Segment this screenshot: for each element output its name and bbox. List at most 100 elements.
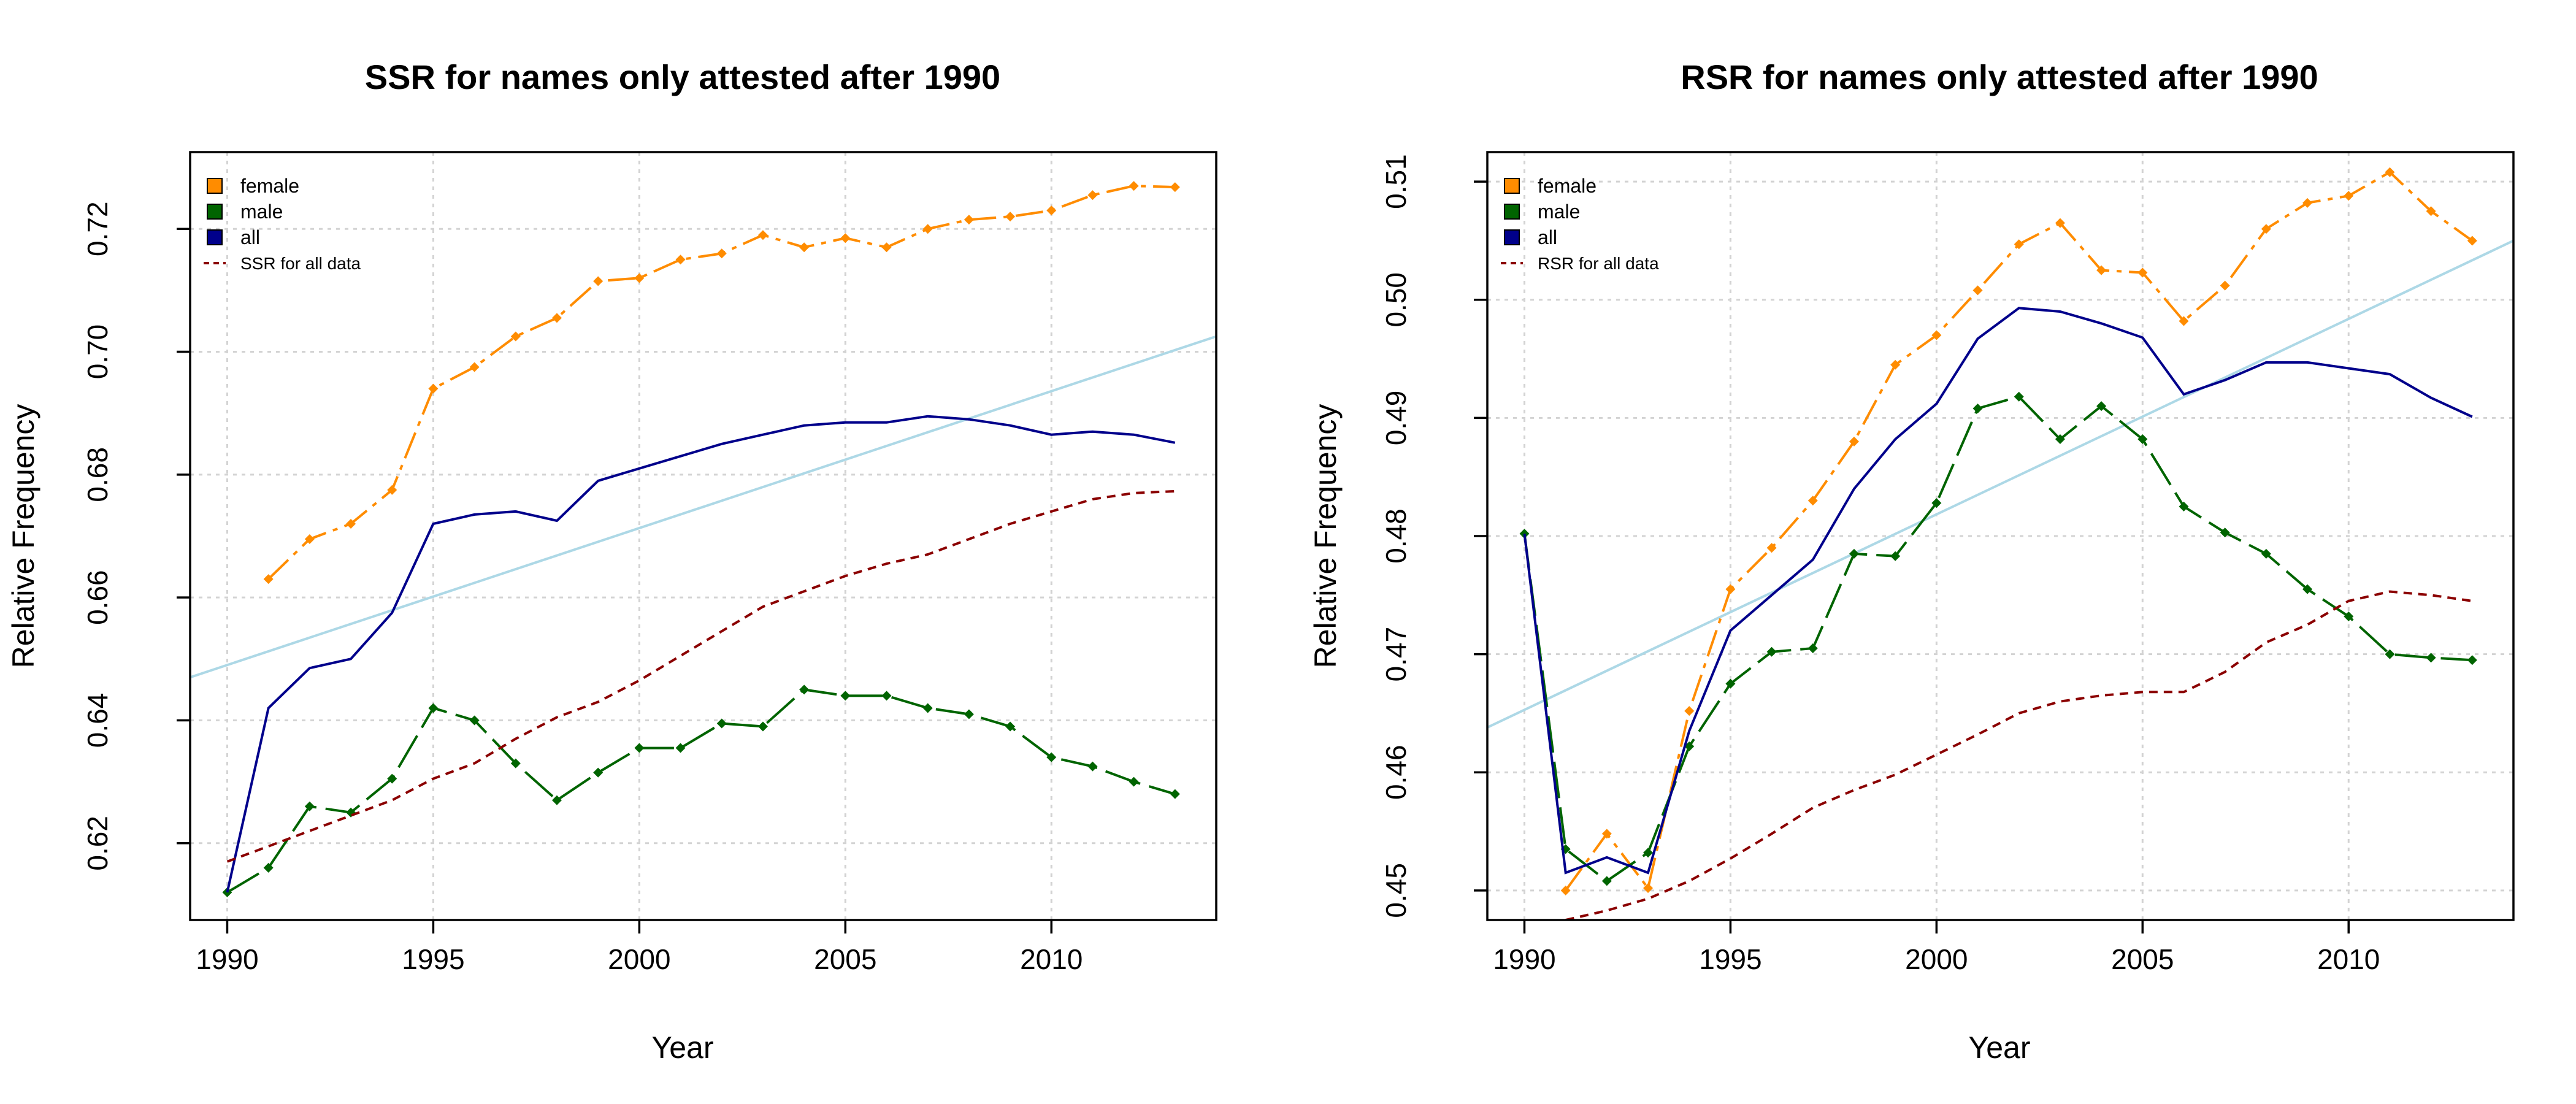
data-point (304, 801, 315, 811)
data-point (510, 758, 521, 769)
data-point (799, 242, 810, 253)
trend-line (190, 335, 1216, 679)
data-point (428, 703, 439, 713)
data-point (346, 518, 356, 529)
data-point (1931, 498, 1942, 508)
series-all (1523, 307, 2473, 875)
data-point (2220, 527, 2230, 538)
series-line (226, 688, 1176, 894)
data-point (2014, 239, 2024, 250)
data-point (1087, 190, 1098, 201)
rsr-chart: RSR for names only attested after 1990 19… (1308, 58, 2515, 1065)
data-point (799, 684, 810, 695)
data-point (469, 362, 480, 372)
legend-label: all (240, 226, 260, 248)
data-point (2014, 391, 2024, 402)
legend-swatch-icon (1504, 229, 1520, 245)
data-point (1890, 359, 1901, 370)
data-point (304, 534, 315, 545)
y-axis-label: Relative Frequency (1308, 404, 1343, 669)
legend-swatch-icon (207, 178, 223, 194)
legend-label: RSR for all data (1538, 254, 1659, 273)
series-line (1565, 171, 2473, 891)
data-point (2467, 236, 2477, 246)
y-tick-label: 0.45 (1380, 863, 1412, 918)
data-point (1972, 403, 1983, 413)
data-point (2055, 434, 2065, 445)
x-axis: 1990 1995 2000 2005 2010 Year (1493, 920, 2380, 1065)
data-point (1972, 285, 1983, 296)
x-tick-label: 2005 (2111, 943, 2174, 975)
data-point (922, 703, 933, 713)
series-rsr-for-all-data (1565, 590, 2473, 920)
data-point (1129, 181, 1139, 191)
data-point (222, 887, 232, 897)
data-point (2137, 267, 2148, 278)
legend-label: female (240, 175, 299, 197)
x-tick-label: 2000 (1905, 943, 1968, 975)
data-point (1129, 776, 1139, 787)
data-point (881, 242, 892, 253)
data-point (2179, 501, 2189, 512)
data-point (1766, 646, 1777, 657)
data-point (1170, 182, 1180, 193)
data-point (1684, 706, 1695, 716)
series-line (1565, 590, 2473, 920)
plot-frame (189, 151, 1217, 921)
x-tick-label: 1995 (1699, 943, 1761, 975)
data-point (2344, 611, 2354, 621)
data-point (1684, 741, 1695, 751)
data-point (428, 383, 439, 394)
data-point (1170, 789, 1180, 799)
data-point (469, 715, 480, 726)
data-point (1643, 848, 1654, 858)
x-tick-label: 1990 (1493, 943, 1555, 975)
x-tick-label: 1995 (402, 943, 464, 975)
data-point (1849, 436, 1859, 447)
y-tick-label: 0.62 (82, 816, 113, 871)
y-axis: 0.45 0.46 0.47 0.48 0.49 0.50 0.51 Relative Fre… (1308, 154, 1487, 918)
data-point (840, 233, 851, 243)
data-point (2426, 206, 2436, 217)
data-point (675, 255, 686, 265)
data-point (2137, 434, 2148, 445)
y-tick-label: 0.72 (82, 201, 113, 256)
y-tick-label: 0.46 (1380, 745, 1412, 800)
x-tick-label: 2005 (814, 943, 876, 975)
data-point (2055, 218, 2065, 228)
data-point (1766, 543, 1777, 553)
data-point (387, 773, 397, 784)
legend-swatch-icon (1504, 178, 1520, 194)
data-point (263, 862, 274, 873)
chart-title: RSR for names only attested after 1990 (1681, 58, 2318, 96)
legend: female male all SSR for all data (204, 175, 361, 273)
data-point (1005, 721, 1016, 732)
y-axis-label: Relative Frequency (6, 404, 40, 669)
data-point (2426, 653, 2436, 663)
data-point (2096, 401, 2107, 412)
y-tick-label: 0.66 (82, 570, 113, 625)
series-line (226, 415, 1176, 893)
data-point (2302, 584, 2313, 594)
data-point (2385, 649, 2395, 659)
data-point (757, 230, 768, 240)
data-point (2467, 655, 2477, 665)
data-point (593, 767, 604, 778)
data-point (716, 718, 727, 729)
series-all (226, 415, 1176, 893)
data-point (1005, 212, 1016, 222)
data-point (1807, 496, 1818, 506)
data-point (551, 795, 562, 805)
y-tick-label: 0.70 (82, 324, 113, 380)
legend-label: all (1538, 226, 1557, 248)
data-point (263, 574, 274, 585)
x-axis-label: Year (651, 1030, 713, 1065)
series-line (1523, 395, 2472, 883)
data-point (634, 743, 645, 753)
data-point (675, 743, 686, 753)
data-point (2261, 224, 2271, 234)
data-point (1087, 761, 1098, 772)
data-point (2261, 548, 2271, 559)
data-point (2385, 167, 2395, 177)
